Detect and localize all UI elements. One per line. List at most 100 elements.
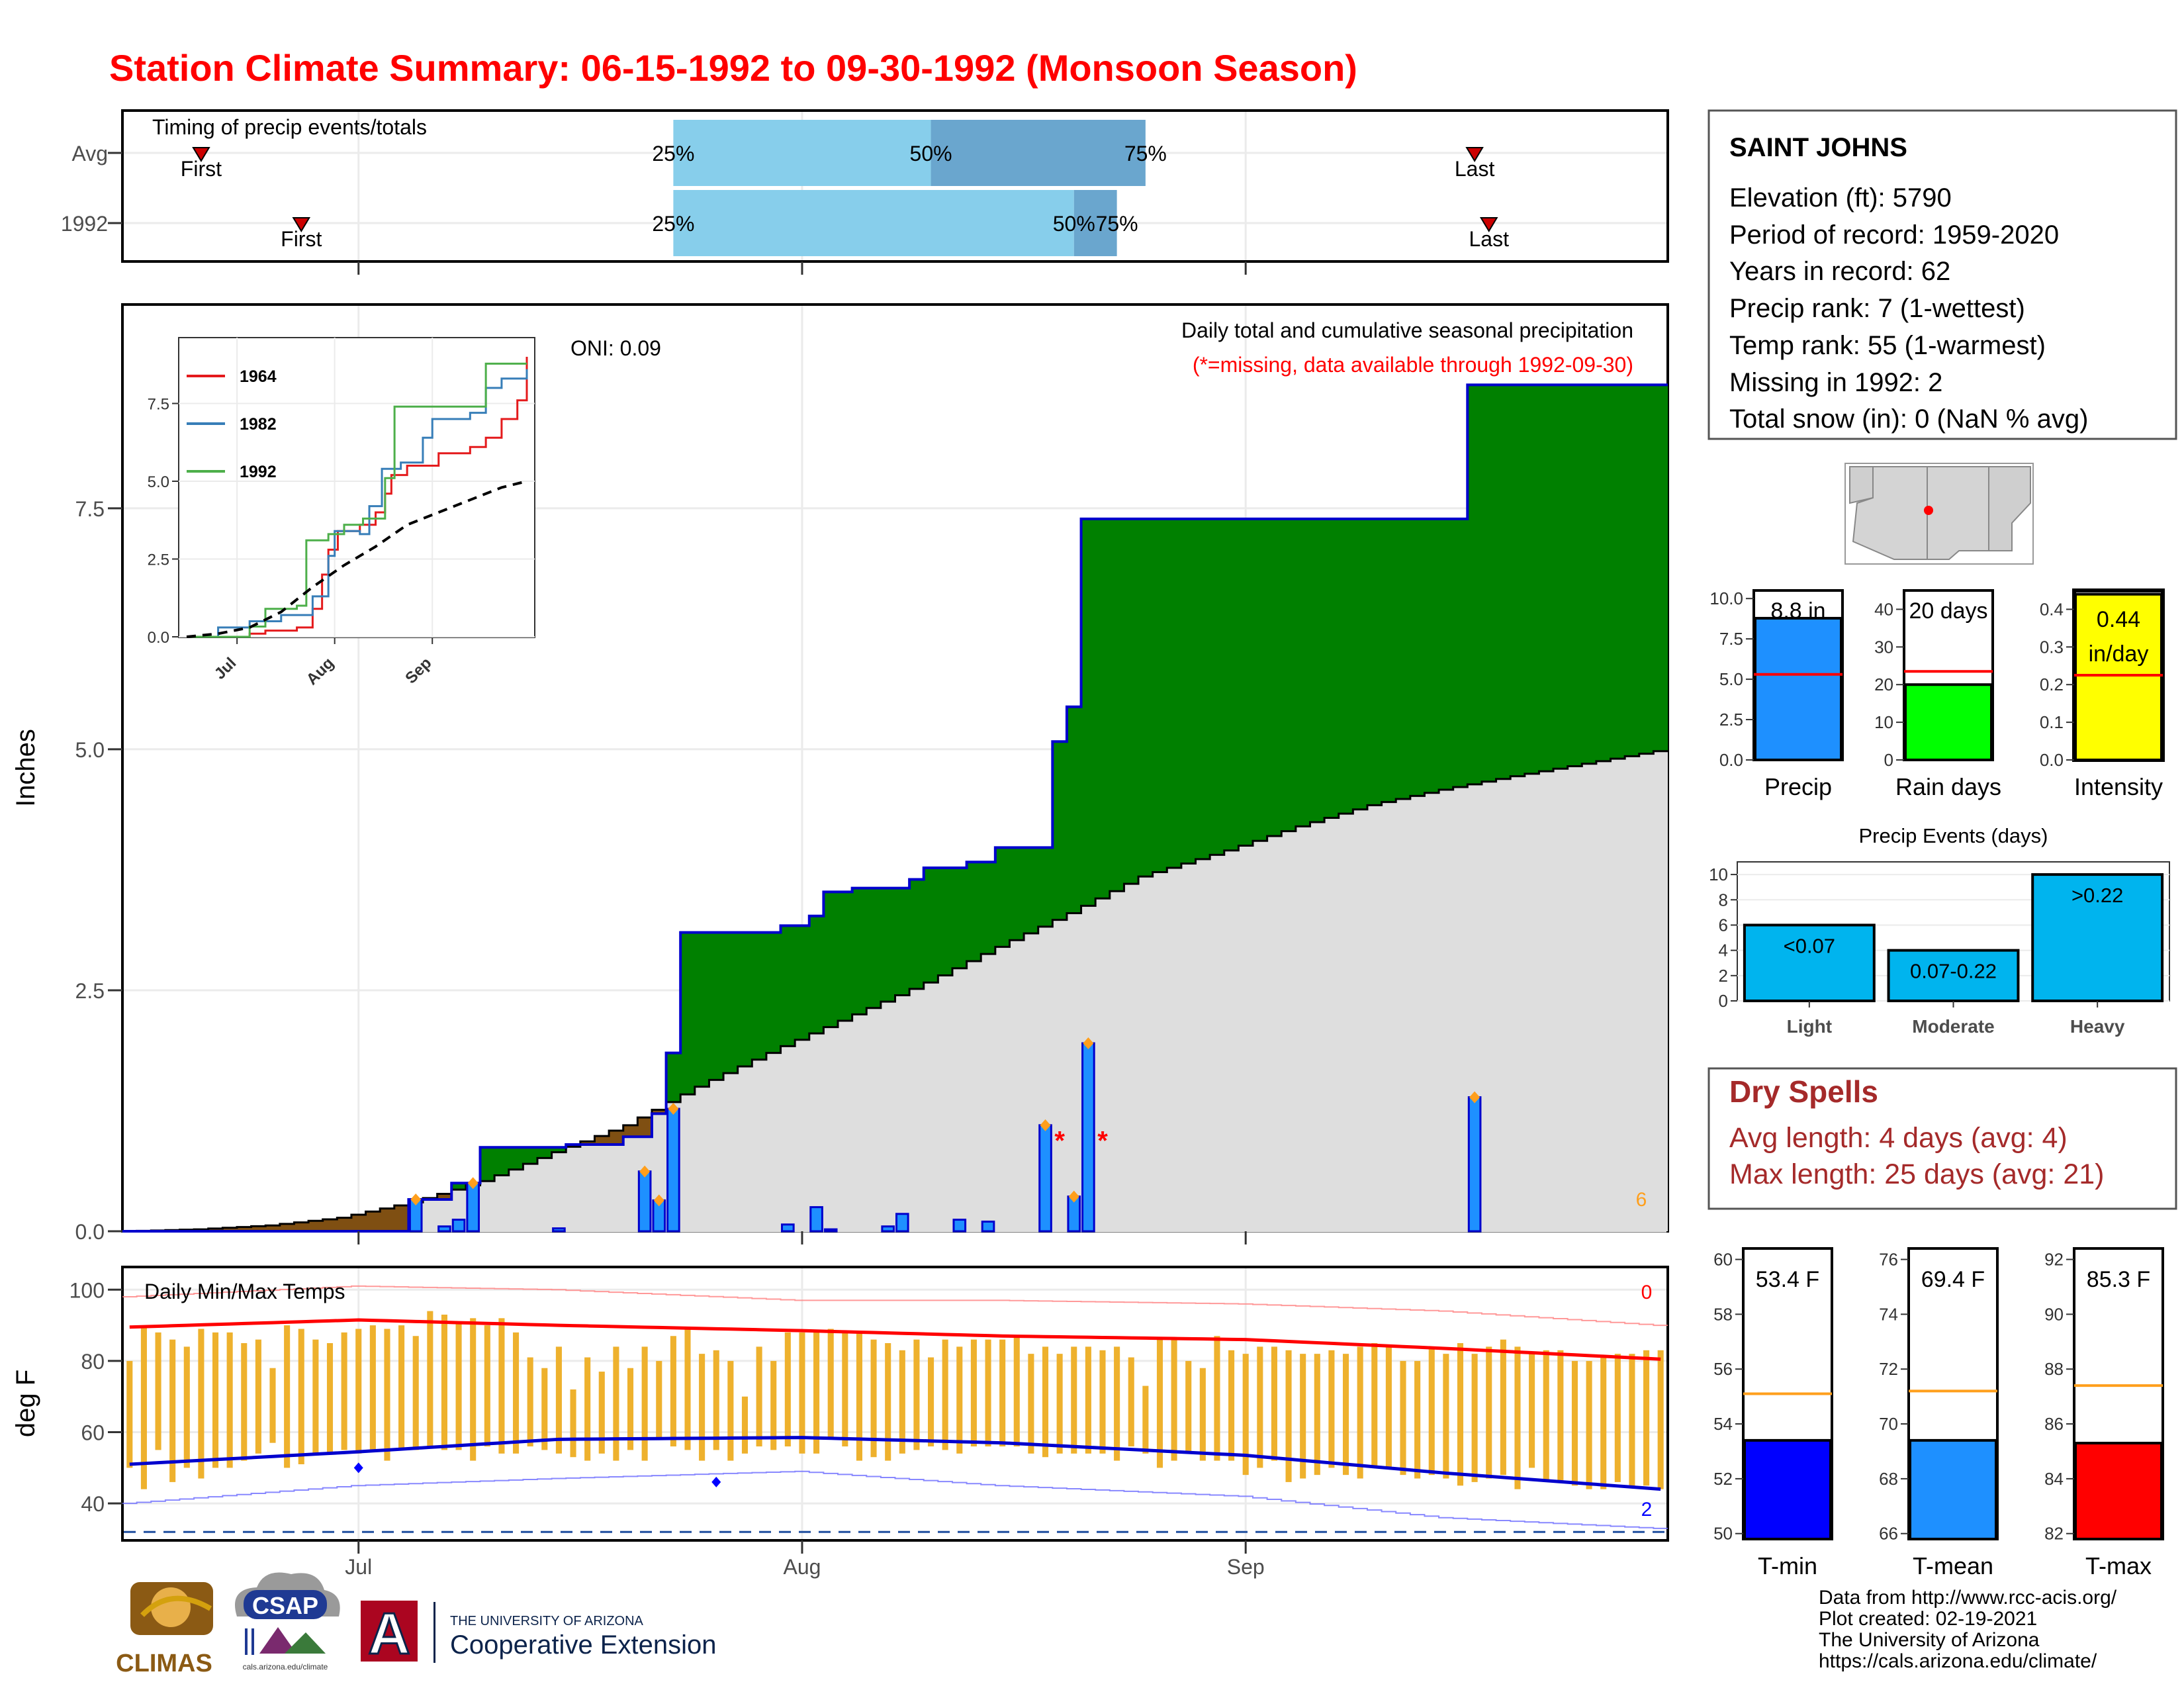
locator-map [1844, 463, 2034, 565]
daily-temp-bar [756, 1346, 762, 1447]
daily-temp-bar [326, 1343, 334, 1454]
daily-temp-bar [226, 1332, 233, 1468]
university-logo-big-text: Cooperative Extension [450, 1630, 716, 1660]
daily-temp-bar [1242, 1354, 1249, 1476]
daily-temp-bar [827, 1329, 834, 1440]
temps-x-tick-label: Sep [1227, 1555, 1265, 1579]
csap-logo: CSAP cals.arizona.edu/climate [234, 1572, 340, 1671]
daily-temp-bar [1571, 1360, 1578, 1486]
daily-temp-bar [1600, 1357, 1607, 1489]
daily-temp-bar [441, 1314, 447, 1450]
tmin-gauge-tick-label: 60 [1713, 1250, 1733, 1270]
precip-gauge-value-label: 8.8 in [1770, 598, 1825, 624]
tmean-gauge-bar [1909, 1438, 1997, 1541]
daily-temp-bar [1271, 1346, 1277, 1461]
daily-temp-bar [584, 1357, 591, 1461]
tmean-gauge-tick-label: 70 [1879, 1414, 1898, 1434]
credit-line: Data from http://www.rcc-acis.org/ [1819, 1587, 2117, 1609]
tmax-gauge-value-label: 85.3 F [2087, 1267, 2150, 1292]
precip-y-axis-label: Inches [11, 729, 40, 807]
daily-precip-bar [895, 1213, 909, 1233]
daily-temp-bar [942, 1339, 948, 1450]
timing-range-bar-upper [931, 120, 1146, 186]
precip-gauge-tick-label: 5.0 [1719, 669, 1743, 689]
daily-temp-bar [1085, 1346, 1091, 1454]
intensity-gauge-tick-label: 0.2 [2040, 675, 2064, 694]
daily-temp-bar [1343, 1354, 1349, 1476]
daily-temp-bar [384, 1329, 390, 1461]
intensity-gauge-label: Intensity [2074, 773, 2163, 800]
page-title: Station Climate Summary: 06-15-1992 to 0… [109, 47, 1357, 89]
daily-temp-bar [1514, 1346, 1521, 1489]
timing-range-bar-lower [673, 120, 931, 186]
deficit-area [136, 1109, 666, 1231]
precip-chart: * * Daily total and cumulative seasonal pr… [11, 306, 1668, 1244]
daily-temp-bar [799, 1332, 805, 1454]
daily-precip-bar [823, 1228, 838, 1233]
record-low-marker [353, 1462, 363, 1474]
raindays-gauge-tick-label: 0 [1884, 750, 1893, 770]
temps-x-tick-label: Jul [345, 1555, 372, 1579]
timing-quantile-label: 75% [1096, 212, 1138, 236]
daily-temp-bar [341, 1332, 347, 1450]
precip-gauge-tick-label: 7.5 [1719, 629, 1743, 649]
daily-precip-marker [410, 1193, 422, 1205]
missing-marker: * [1097, 1126, 1108, 1155]
daily-precip-bar [437, 1225, 451, 1233]
daily-temp-bar [741, 1396, 749, 1454]
daily-precip-bar [881, 1225, 895, 1233]
daily-temp-bar [1371, 1343, 1378, 1468]
daily-temp-bar [298, 1329, 304, 1464]
temps-y-tick-label: 40 [81, 1492, 105, 1516]
oni-label: ONI: 0.09 [570, 336, 661, 360]
daily-temp-bar [1471, 1354, 1478, 1482]
events-bar-label: <0.07 [1784, 934, 1835, 957]
daily-temp-bar [140, 1325, 147, 1489]
daily-temp-bar [169, 1339, 176, 1482]
precip-chart-title: Daily total and cumulative seasonal prec… [1181, 318, 1633, 342]
daily-precip-marker [639, 1165, 651, 1178]
surplus-area [122, 385, 1668, 1231]
intensity-gauge-tick-label: 0.1 [2040, 712, 2064, 732]
temps-y-tick-label: 80 [81, 1350, 105, 1374]
daily-temp-bar [255, 1339, 261, 1454]
daily-temp-bar [870, 1339, 877, 1458]
precip-gauge-tick-label: 0.0 [1719, 750, 1743, 770]
events-category-label: Light [1787, 1016, 1832, 1037]
timing-marker-label: Last [1469, 227, 1510, 251]
temps-corner-bottom: 2 [1641, 1499, 1653, 1521]
tmean-gauge-label: T-mean [1913, 1552, 1993, 1579]
station-line: Years in record: 62 [1729, 257, 1950, 286]
daily-temp-bar [398, 1325, 405, 1450]
university-logo-letter: A [368, 1601, 410, 1666]
temps-x-tick-label: Aug [783, 1555, 821, 1579]
missing-marker: * [1054, 1126, 1065, 1155]
daily-precip-marker [1469, 1091, 1480, 1103]
daily-temp-bar [985, 1339, 991, 1447]
daily-temp-bar [1142, 1385, 1149, 1454]
temps-chart: Daily Min/Max Temps 0 2 40 60 80 100 deg F Jul Au… [11, 1268, 1668, 1579]
daily-precip-bar [781, 1223, 795, 1233]
tmax-gauge-tick-label: 92 [2044, 1250, 2064, 1270]
daily-temp-bar [856, 1332, 862, 1461]
events-bar-label: >0.22 [2071, 884, 2123, 907]
daily-temp-bar [1071, 1346, 1077, 1454]
daily-temp-bar [198, 1329, 205, 1479]
daily-temp-bar [613, 1346, 619, 1461]
timing-quantile-label: 75% [1124, 142, 1167, 165]
tmax-gauge-tick-label: 90 [2044, 1304, 2064, 1324]
credit-line: Plot created: 02-19-2021 [1819, 1608, 2037, 1630]
daily-precip-bar [666, 1107, 680, 1233]
daily-temp-bar [684, 1329, 691, 1450]
climas-logo-text: CLIMAS [116, 1650, 212, 1677]
daily-temp-bar [1171, 1339, 1177, 1461]
inset-y-tick-label: 5.0 [148, 473, 169, 491]
intensity-gauge-tick-label: 0.3 [2040, 637, 2064, 657]
precip-y-tick-label: 2.5 [75, 979, 105, 1003]
daily-temp-bar [928, 1357, 934, 1447]
events-y-tick-label: 2 [1719, 966, 1728, 986]
credit-line: https://cals.arizona.edu/climate/ [1819, 1650, 2097, 1672]
daily-temp-bar [1557, 1350, 1564, 1482]
